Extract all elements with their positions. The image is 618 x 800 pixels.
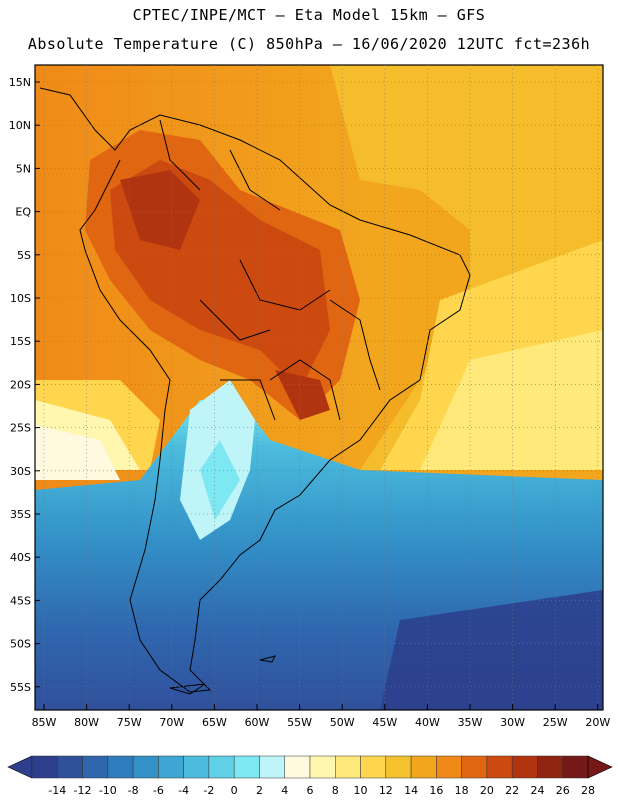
colorbar-label: 16 [429, 784, 443, 797]
colorbar-swatch [410, 755, 437, 779]
lat-label: 5N [16, 162, 31, 175]
lat-label: 20S [10, 378, 31, 391]
colorbar-swatch [537, 755, 563, 779]
colorbar-label: 24 [530, 784, 544, 797]
coastlines [39, 87, 471, 695]
colorbar-arrow-low [7, 755, 33, 779]
colorbar-swatch [132, 755, 159, 779]
colorbar-arrow-high [587, 755, 613, 779]
colorbar-label: -2 [203, 784, 214, 797]
lat-label: 55S [10, 681, 31, 694]
lon-label: 55W [287, 716, 312, 729]
colorbar-swatch [385, 755, 412, 779]
colorbar-label: 14 [404, 784, 418, 797]
colorbar-swatch [436, 755, 462, 779]
colorbar-swatch [82, 755, 109, 779]
colorbar-label: -4 [178, 784, 189, 797]
lon-label: 40W [415, 716, 440, 729]
plot-frame [34, 64, 604, 711]
colorbar: -14 -12 -10 -8 -6 -4 -2 0 2 4 6 8 10 12 14 16 18 20 22 24 26… [7, 755, 613, 797]
lon-label: 35W [458, 716, 483, 729]
colorbar-label: 6 [307, 784, 314, 797]
colorbar-swatch [284, 755, 311, 779]
lat-label: 50S [10, 638, 31, 651]
lat-label: 15S [10, 335, 31, 348]
lon-label: 30W [500, 716, 525, 729]
lat-label: 5S [17, 249, 31, 262]
colorbar-label: 18 [455, 784, 469, 797]
colorbar-swatch [309, 755, 336, 779]
colorbar-swatch [31, 755, 58, 779]
colorbar-swatch [158, 755, 184, 779]
lon-label: 65W [202, 716, 227, 729]
colorbar-label: -8 [128, 784, 139, 797]
colorbar-label: 10 [354, 784, 368, 797]
colorbar-label: -10 [99, 784, 117, 797]
colorbar-label: 4 [281, 784, 288, 797]
lat-label: 40S [10, 551, 31, 564]
colorbar-label: 2 [256, 784, 263, 797]
colorbar-label: -6 [153, 784, 164, 797]
lon-label: 85W [32, 716, 57, 729]
colorbar-swatch [208, 755, 235, 779]
colorbar-label: 8 [332, 784, 339, 797]
lon-label: 45W [372, 716, 397, 729]
colorbar-label: 0 [231, 784, 238, 797]
lon-label: 50W [330, 716, 355, 729]
colorbar-label: 26 [556, 784, 570, 797]
colorbar-swatch [511, 755, 538, 779]
graticule [35, 65, 603, 710]
colorbar-swatch [360, 755, 387, 779]
lat-label: 45S [10, 594, 31, 607]
colorbar-swatch [183, 755, 210, 779]
colorbar-label: 22 [505, 784, 519, 797]
colorbar-swatch [562, 755, 589, 779]
lon-label: 20W [585, 716, 610, 729]
lon-label: 75W [117, 716, 142, 729]
lon-label: 80W [74, 716, 99, 729]
lat-label: 10S [10, 292, 31, 305]
colorbar-swatch [335, 755, 361, 779]
lat-label: 35S [10, 508, 31, 521]
lat-label: 30S [10, 465, 31, 478]
lon-label: 70W [159, 716, 184, 729]
colorbar-swatch [233, 755, 260, 779]
colorbar-swatch [107, 755, 134, 779]
lat-label: 25S [10, 422, 31, 435]
colorbar-swatch [486, 755, 513, 779]
lat-label: 15N [9, 76, 31, 89]
temperature-field [35, 65, 603, 710]
latitude-labels: 15N 10N 5N EQ 5S 10S 15S 20S 25S 30S 35S 40S 45S 50S 5… [9, 76, 32, 694]
colorbar-swatch [57, 755, 83, 779]
chart-title: CPTEC/INPE/MCT – Eta Model 15km – GFS [132, 6, 486, 24]
colorbar-label: 12 [379, 784, 393, 797]
lat-label: 10N [9, 119, 31, 132]
colorbar-swatch [259, 755, 285, 779]
lon-label: 25W [543, 716, 568, 729]
chart-subtitle: Absolute Temperature (C) 850hPa – 16/06/… [27, 35, 591, 53]
colorbar-label: 20 [480, 784, 494, 797]
colorbar-label: -14 [48, 784, 66, 797]
colorbar-swatch [461, 755, 488, 779]
longitude-labels: 85W 80W 75W 70W 65W 60W 55W 50W 45W 40W 35W 30W 25W 2… [32, 716, 611, 729]
lat-label: EQ [15, 206, 31, 219]
colorbar-label: 28 [581, 784, 595, 797]
lon-label: 60W [245, 716, 270, 729]
colorbar-label: -12 [74, 784, 92, 797]
